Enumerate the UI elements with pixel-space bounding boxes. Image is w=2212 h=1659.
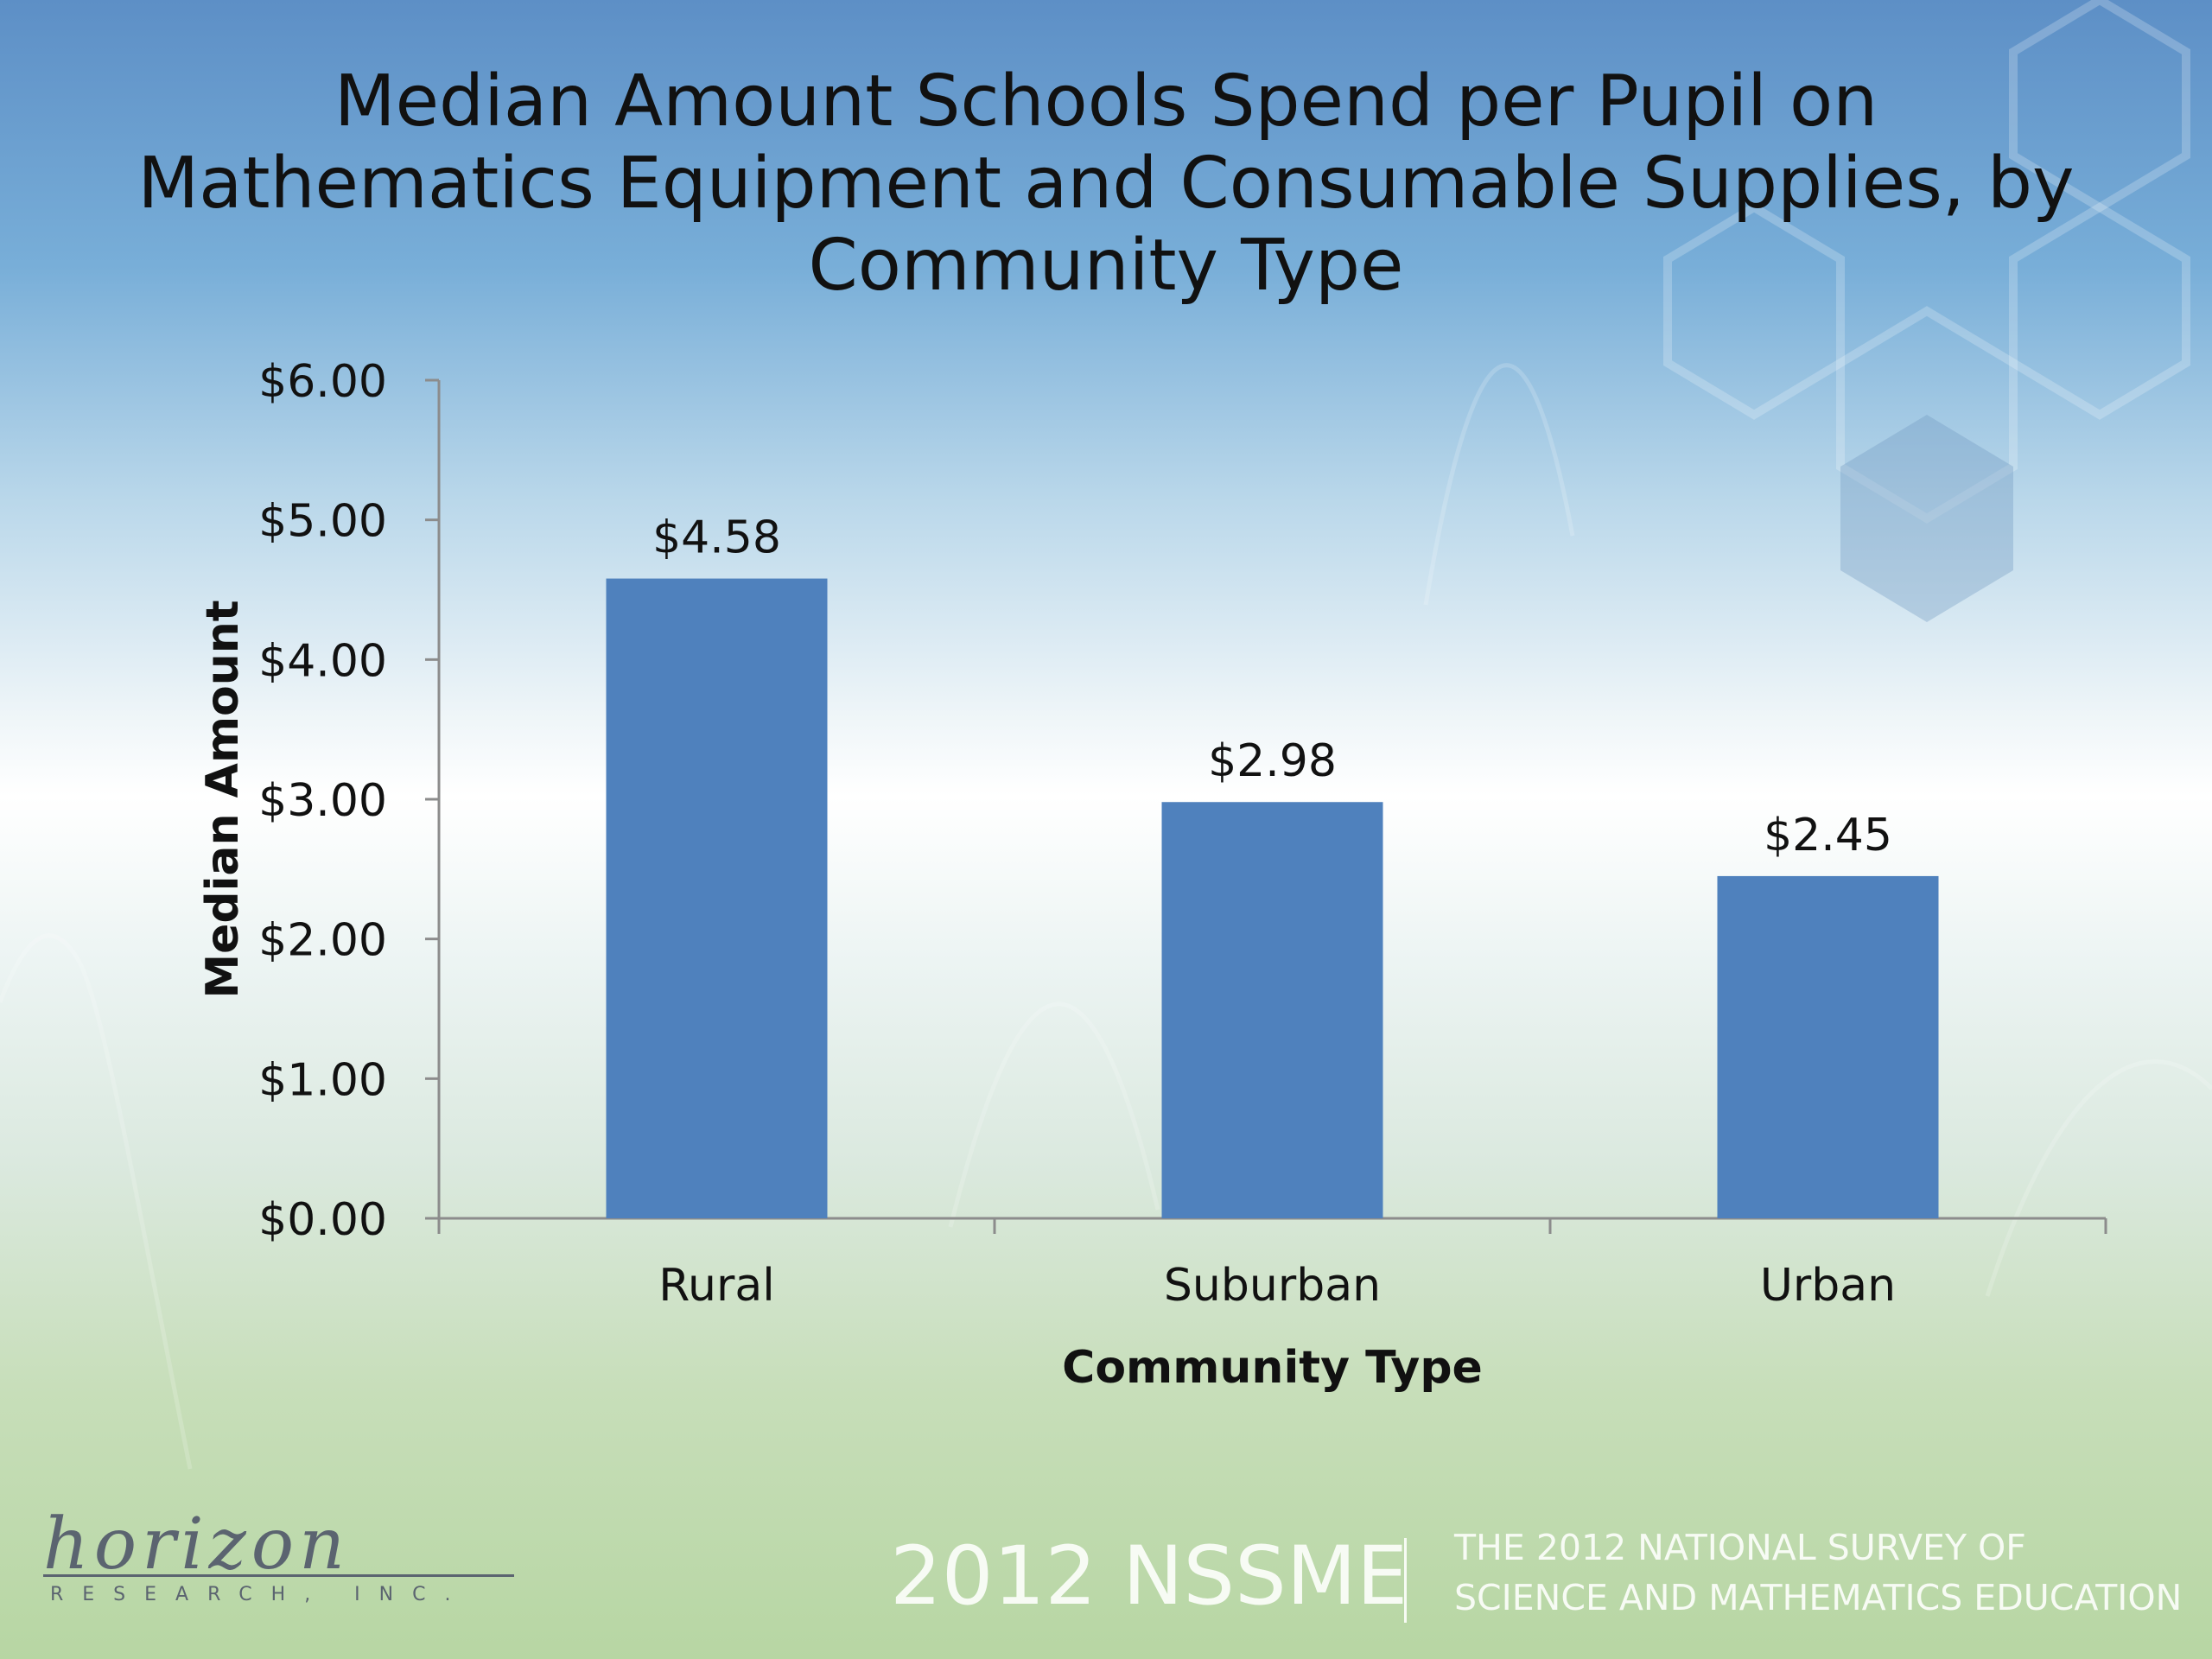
bar-rural — [606, 578, 828, 1218]
footer-divider — [1404, 1538, 1407, 1623]
footer-survey-name: THE 2012 NATIONAL SURVEY OF SCIENCE AND … — [1454, 1522, 2182, 1623]
footer-brand: 2012 NSSME — [890, 1529, 1408, 1624]
chart-title: Median Amount Schools Spend per Pupil on… — [137, 60, 2075, 307]
logo-underline — [43, 1574, 514, 1577]
survey-line-2: SCIENCE AND MATHEMATICS EDUCATION — [1454, 1577, 2183, 1618]
y-tick-label: $2.00 — [258, 915, 387, 967]
x-category-label: Suburban — [1164, 1260, 1381, 1312]
bar-urban — [1717, 875, 1939, 1218]
y-tick-label: $4.00 — [258, 635, 387, 687]
y-tick-label: $3.00 — [258, 775, 387, 827]
logo-wordmark: horizon — [43, 1503, 350, 1586]
horizon-logo: horizon RESEARCH, INC. — [43, 1503, 527, 1624]
x-category-label: Urban — [1760, 1260, 1896, 1312]
y-tick-label: $1.00 — [258, 1054, 387, 1106]
y-tick-label: $5.00 — [258, 496, 387, 548]
survey-line-1: THE 2012 NATIONAL SURVEY OF — [1454, 1527, 2026, 1568]
y-axis-title: Median Amount — [197, 600, 249, 998]
bar-suburban — [1161, 802, 1383, 1218]
data-label: $2.98 — [1208, 735, 1337, 787]
x-category-label: Rural — [658, 1260, 774, 1312]
data-label: $2.45 — [1764, 810, 1892, 861]
y-tick-label: $6.00 — [258, 356, 387, 408]
y-tick-label: $0.00 — [258, 1194, 387, 1246]
logo-subtitle: RESEARCH, INC. — [50, 1584, 470, 1605]
data-label: $4.58 — [652, 512, 781, 564]
x-axis-title: Community Type — [1062, 1342, 1483, 1394]
